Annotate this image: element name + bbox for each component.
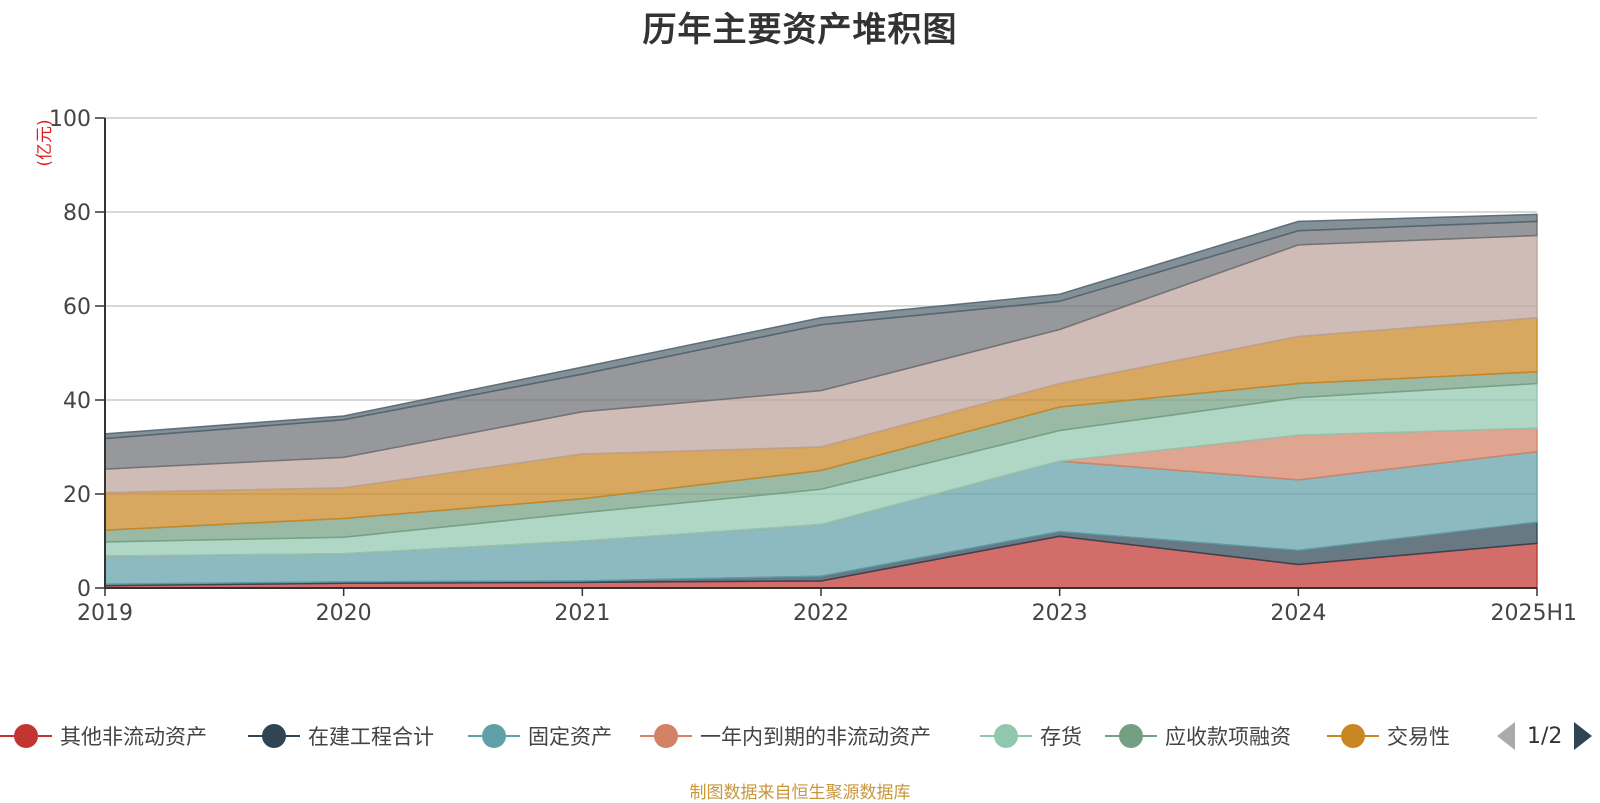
legend-item[interactable]: 其他非流动资产 — [0, 718, 207, 754]
legend-label: 其他非流动资产 — [60, 725, 207, 749]
y-tick-label: 0 — [77, 577, 91, 602]
legend-item[interactable]: 存货 — [980, 718, 1082, 754]
source-footnote: 制图数据来自恒生聚源数据库 — [689, 783, 911, 803]
x-tick-label: 2023 — [1032, 601, 1088, 626]
x-tick-label: 2020 — [316, 601, 372, 626]
legend-marker-icon — [980, 721, 1032, 751]
legend-label: 固定资产 — [528, 725, 612, 749]
stacked-area-chart: 0 20 40 60 80 100 2019 2020 2021 2022 2023 2024 2025… — [35, 107, 1577, 626]
y-tick-label: 100 — [49, 107, 91, 132]
legend-label: 在建工程合计 — [308, 725, 434, 749]
legend-pager: 1/2 — [1497, 718, 1593, 754]
x-tick-label: 2021 — [554, 601, 610, 626]
legend: 其他非流动资产 在建工程合计 固定资产 一年内到期的非流动资产 存货 应收款项融资 交易性 — [0, 718, 1600, 754]
x-tick-label: 2024 — [1270, 601, 1326, 626]
legend-marker-icon — [0, 721, 52, 751]
area-series — [104, 213, 1538, 589]
legend-label: 一年内到期的非流动资产 — [700, 725, 931, 749]
legend-next-page-icon[interactable] — [1574, 722, 1593, 750]
y-axis-label: (亿元) — [35, 119, 55, 166]
y-tick-label: 40 — [63, 389, 91, 414]
legend-marker-icon — [248, 721, 300, 751]
legend-label: 存货 — [1040, 725, 1082, 749]
legend-marker-icon — [1105, 721, 1157, 751]
y-tick-label: 60 — [63, 295, 91, 320]
legend-item[interactable]: 应收款项融资 — [1105, 718, 1291, 754]
axes: 0 20 40 60 80 100 2019 2020 2021 2022 2023 2024 2025… — [49, 107, 1577, 626]
legend-label: 应收款项融资 — [1165, 725, 1291, 749]
legend-marker-icon — [468, 721, 520, 751]
legend-marker-icon — [640, 721, 692, 751]
legend-item[interactable]: 交易性 — [1327, 718, 1450, 754]
legend-marker-icon — [1327, 721, 1379, 751]
legend-item[interactable]: 在建工程合计 — [248, 718, 434, 754]
y-tick-label: 20 — [63, 483, 91, 508]
y-tick-label: 80 — [63, 201, 91, 226]
x-tick-label: 2025H1 — [1490, 601, 1577, 626]
x-tick-label: 2022 — [793, 601, 849, 626]
area-series-9[interactable] — [104, 213, 1538, 440]
chart-title: 历年主要资产堆积图 — [642, 10, 958, 50]
legend-item[interactable]: 一年内到期的非流动资产 — [640, 718, 931, 754]
legend-page-indicator: 1/2 — [1527, 723, 1563, 749]
legend-label: 交易性 — [1387, 725, 1450, 749]
legend-prev-page-icon[interactable] — [1497, 722, 1515, 750]
x-tick-label: 2019 — [77, 601, 133, 626]
legend-item[interactable]: 固定资产 — [468, 718, 612, 754]
